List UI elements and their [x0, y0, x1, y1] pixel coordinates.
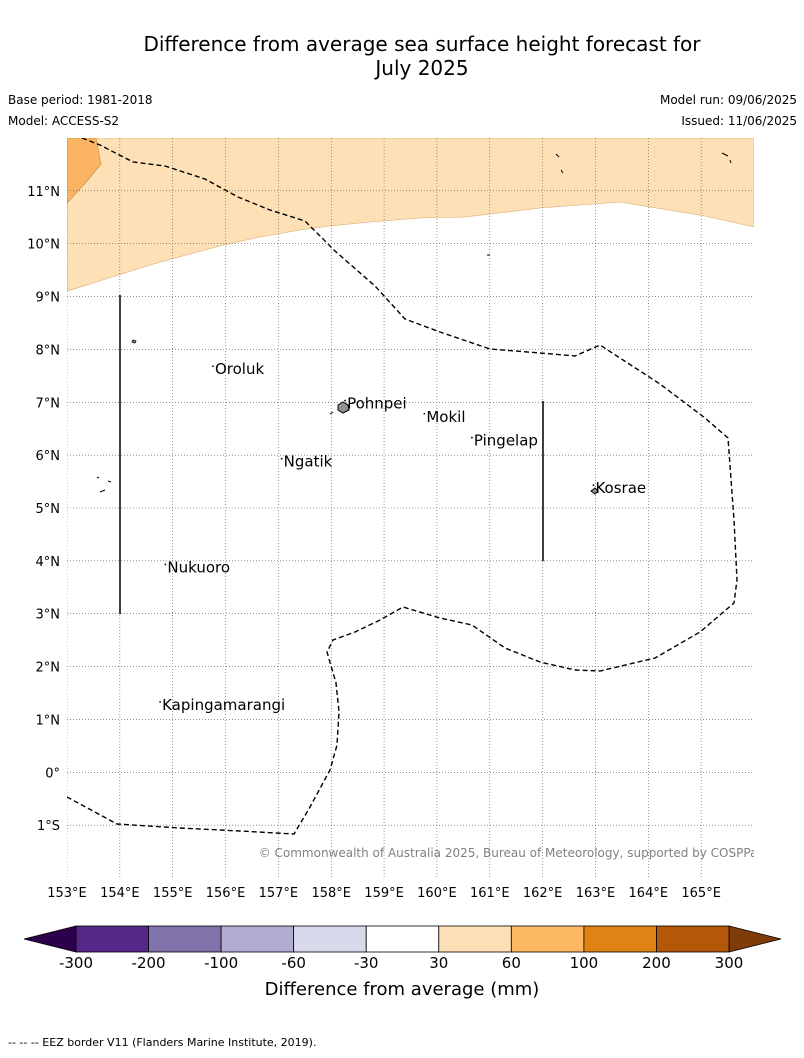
colorbar-tick-label: 200	[642, 954, 671, 972]
colorbar-segment	[583, 925, 657, 953]
island-small-6	[487, 152, 732, 256]
lon-tick-label: 156°E	[206, 886, 246, 901]
colorbar-tick-label: -200	[132, 954, 166, 972]
lat-tick-label: 4°N	[36, 555, 61, 570]
anomaly-band-30-60	[67, 138, 754, 292]
colorbar-tick-label: 300	[715, 954, 744, 972]
colorbar-segment	[365, 925, 440, 953]
colorbar-segment	[510, 925, 585, 953]
lat-tick-label: 9°N	[36, 291, 61, 306]
place-marker	[212, 365, 214, 368]
colorbar-segment	[220, 925, 295, 953]
gridlines	[67, 138, 754, 878]
island-pohnpei	[337, 401, 350, 414]
footer-legend-note: -- -- -- EEZ border V11 (Flanders Marine…	[8, 1036, 317, 1049]
colorbar: -300 -200 -100 -60 -30 30 60 100 200 300 Differen…	[23, 925, 782, 1000]
colorbar-tick-label: -60	[281, 954, 306, 972]
island-small-5	[329, 411, 334, 415]
lat-tick-label: 3°N	[36, 608, 61, 623]
place-marker	[471, 436, 473, 439]
colorbar-segment	[148, 925, 222, 953]
lon-tick-label: 165°E	[681, 886, 721, 901]
eez-border-north	[67, 138, 738, 835]
place-label: Oroluk	[215, 360, 264, 378]
longitude-labels: 153°E 154°E 155°E 156°E 157°E 158°E 159°E 160°E…	[47, 886, 721, 901]
lat-tick-label: 2°N	[36, 661, 61, 676]
place-marker	[423, 412, 426, 415]
copyright-notice: © Commonwealth of Australia 2025, Bureau…	[259, 846, 764, 860]
place-label: Kosrae	[595, 479, 646, 497]
latitude-labels: 1°S 0° 1°N 2°N 3°N 4°N 5°N 6°N 7°N 8°N 9°N 10°N 11°N	[27, 185, 60, 834]
lat-tick-label: 1°S	[37, 819, 60, 834]
lon-tick-label: 155°E	[153, 886, 193, 901]
colorbar-segment	[75, 925, 149, 953]
map-figure: Oroluk Pohnpei Mokil Pingelap Ngatik Kosrae Nu…	[23, 138, 782, 1000]
colorbar-tick-label: 100	[570, 954, 599, 972]
map-title: Difference from average sea surface heig…	[0, 32, 804, 80]
title-line-2: July 2025	[375, 56, 469, 80]
colorbar-tick-label: -30	[354, 954, 379, 972]
colorbar-under-arrow	[23, 925, 77, 953]
colorbar-over-arrow	[728, 925, 782, 953]
island-small-3	[96, 476, 100, 479]
colorbar-tick-label: 30	[429, 954, 448, 972]
lon-tick-label: 164°E	[629, 886, 669, 901]
lat-tick-label: 10°N	[27, 238, 60, 253]
lon-tick-label: 160°E	[417, 886, 457, 901]
island-small-4	[107, 480, 112, 483]
anomaly-band-60-100	[67, 138, 102, 204]
lat-tick-label: 8°N	[36, 343, 61, 358]
place-label: Nukuoro	[167, 558, 230, 576]
colorbar-ticks: -300 -200 -100 -60 -30 30 60 100 200 300	[59, 954, 743, 972]
model-name: Model: ACCESS-S2	[8, 114, 120, 128]
place-label: Ngatik	[284, 453, 333, 471]
place-marker	[344, 399, 346, 402]
place-label: Pohnpei	[347, 395, 407, 413]
island-small-1	[131, 339, 137, 344]
lon-tick-label: 161°E	[470, 886, 510, 901]
lat-tick-label: 7°N	[36, 396, 61, 411]
island-small-2	[99, 489, 106, 493]
title-line-1: Difference from average sea surface heig…	[143, 32, 701, 56]
colorbar-segment	[438, 925, 512, 953]
lon-tick-label: 158°E	[311, 886, 351, 901]
base-period: Base period: 1981-2018	[8, 93, 153, 107]
lon-tick-label: 157°E	[259, 886, 299, 901]
issued-date: Issued: 11/06/2025	[681, 114, 797, 128]
lon-tick-label: 154°E	[100, 886, 140, 901]
colorbar-segment	[656, 925, 730, 953]
lat-tick-label: 11°N	[27, 185, 60, 200]
island-kosrae	[590, 487, 599, 495]
place-label: Pingelap	[474, 432, 538, 450]
place-labels: Oroluk Pohnpei Mokil Pingelap Ngatik Kosrae Nu…	[159, 360, 646, 714]
lat-tick-label: 6°N	[36, 449, 61, 464]
model-run: Model run: 09/06/2025	[659, 93, 797, 107]
lon-tick-label: 159°E	[364, 886, 404, 901]
place-marker	[592, 484, 595, 487]
place-marker	[280, 457, 283, 460]
lon-tick-label: 163°E	[576, 886, 616, 901]
place-marker	[159, 700, 162, 703]
place-label: Mokil	[426, 408, 465, 426]
colorbar-tick-label: -300	[59, 954, 93, 972]
colorbar-title: Difference from average (mm)	[265, 979, 540, 1000]
lon-tick-label: 162°E	[523, 886, 563, 901]
colorbar-segment	[293, 925, 367, 953]
lat-tick-label: 1°N	[36, 713, 61, 728]
place-marker	[164, 563, 167, 566]
place-label: Kapingamarangi	[162, 696, 285, 714]
colorbar-tick-label: -100	[204, 954, 238, 972]
lon-tick-label: 153°E	[47, 886, 87, 901]
colorbar-tick-label: 60	[502, 954, 521, 972]
lat-tick-label: 5°N	[36, 502, 61, 517]
colorbar-segments	[75, 925, 730, 953]
lat-tick-label: 0°	[45, 766, 60, 781]
